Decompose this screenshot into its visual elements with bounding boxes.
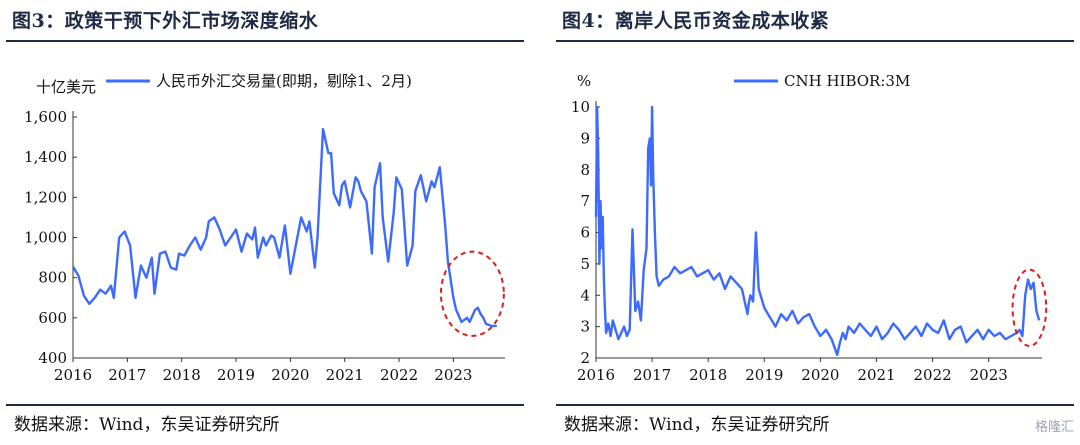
right-x-tick-label: 2023: [970, 366, 1008, 384]
right-y-axis-unit: %: [577, 72, 591, 90]
right-figure-title: 图4：离岸人民币资金成本收紧: [562, 10, 830, 32]
right-y-tick-label: 4: [580, 286, 590, 304]
left-y-tick-label: 1,000: [24, 229, 67, 247]
left-y-tick-label: 800: [38, 269, 67, 287]
left-y-tick-label: 600: [38, 309, 67, 327]
right-x-tick-label: 2017: [633, 366, 671, 384]
left-x-tick-label: 2023: [434, 366, 472, 384]
left-highlight-ellipse: [439, 250, 505, 337]
right-y-tick-label: 9: [580, 129, 590, 147]
right-series-line: [594, 105, 1041, 357]
left-y-tick-label: 400: [38, 349, 67, 367]
right-y-tick-label: 10: [571, 98, 590, 116]
right-legend-label: CNH HIBOR:3M: [784, 72, 910, 90]
left-x-tick-label: 2018: [163, 366, 201, 384]
left-source-rule: [6, 404, 524, 406]
watermark-logo: 格隆汇: [1034, 420, 1074, 435]
right-x-tick-label: 2019: [745, 366, 783, 384]
right-y-tick-label: 3: [580, 318, 590, 336]
right-x-tick-label: 2020: [801, 366, 839, 384]
left-chart: 400 600 800 1,000 1,200 1,400 1,600 2016 2017 201…: [24, 72, 505, 384]
left-x-tick-label: 2019: [217, 366, 255, 384]
right-source-rule: [556, 404, 1074, 406]
right-x-tick-label: 2021: [857, 366, 895, 384]
right-y-tick-label: 7: [580, 192, 590, 210]
left-y-tick-label: 1,400: [24, 148, 67, 166]
left-x-tick-label: 2016: [54, 366, 92, 384]
left-x-tick-label: 2021: [326, 366, 364, 384]
left-source-note: 数据来源：Wind，东吴证券研究所: [14, 415, 280, 435]
left-figure-title: 图3：政策干预下外汇市场深度缩水: [12, 10, 319, 32]
right-source-note: 数据来源：Wind，东吴证券研究所: [564, 415, 830, 435]
left-figure-panel: 图3：政策干预下外汇市场深度缩水 400 600 800 1,000 1,200 1,40…: [0, 0, 530, 445]
left-legend-label: 人民币外汇交易量(即期，剔除1、2月): [156, 72, 412, 90]
left-title-rule: [6, 40, 524, 42]
right-y-tick-label: 2: [580, 349, 590, 367]
right-title-rule: [556, 40, 1074, 42]
left-y-axis-unit: 十亿美元: [36, 78, 96, 96]
left-x-tick-label: 2020: [271, 366, 309, 384]
right-x-tick-label: 2018: [689, 366, 727, 384]
right-highlight-ellipse: [1011, 268, 1048, 348]
right-y-tick-label: 6: [580, 224, 590, 242]
right-y-tick-label: 5: [580, 255, 590, 273]
left-series-line: [71, 127, 497, 328]
right-x-tick-label: 2022: [914, 366, 952, 384]
left-y-tick-label: 1,200: [24, 188, 67, 206]
right-x-tick-label: 2016: [577, 366, 615, 384]
right-figure-panel: 图4：离岸人民币资金成本收紧 2 3 4 5 6 7 8 9 10 2016 2017 2018 201…: [550, 0, 1080, 445]
left-y-tick-label: 1,600: [24, 108, 67, 126]
left-x-tick-label: 2022: [380, 366, 418, 384]
right-y-tick-label: 8: [580, 161, 590, 179]
left-x-tick-label: 2017: [108, 366, 146, 384]
right-chart: 2 3 4 5 6 7 8 9 10 2016 2017 2018 2019 2020 2021 2022 20…: [571, 72, 1048, 384]
